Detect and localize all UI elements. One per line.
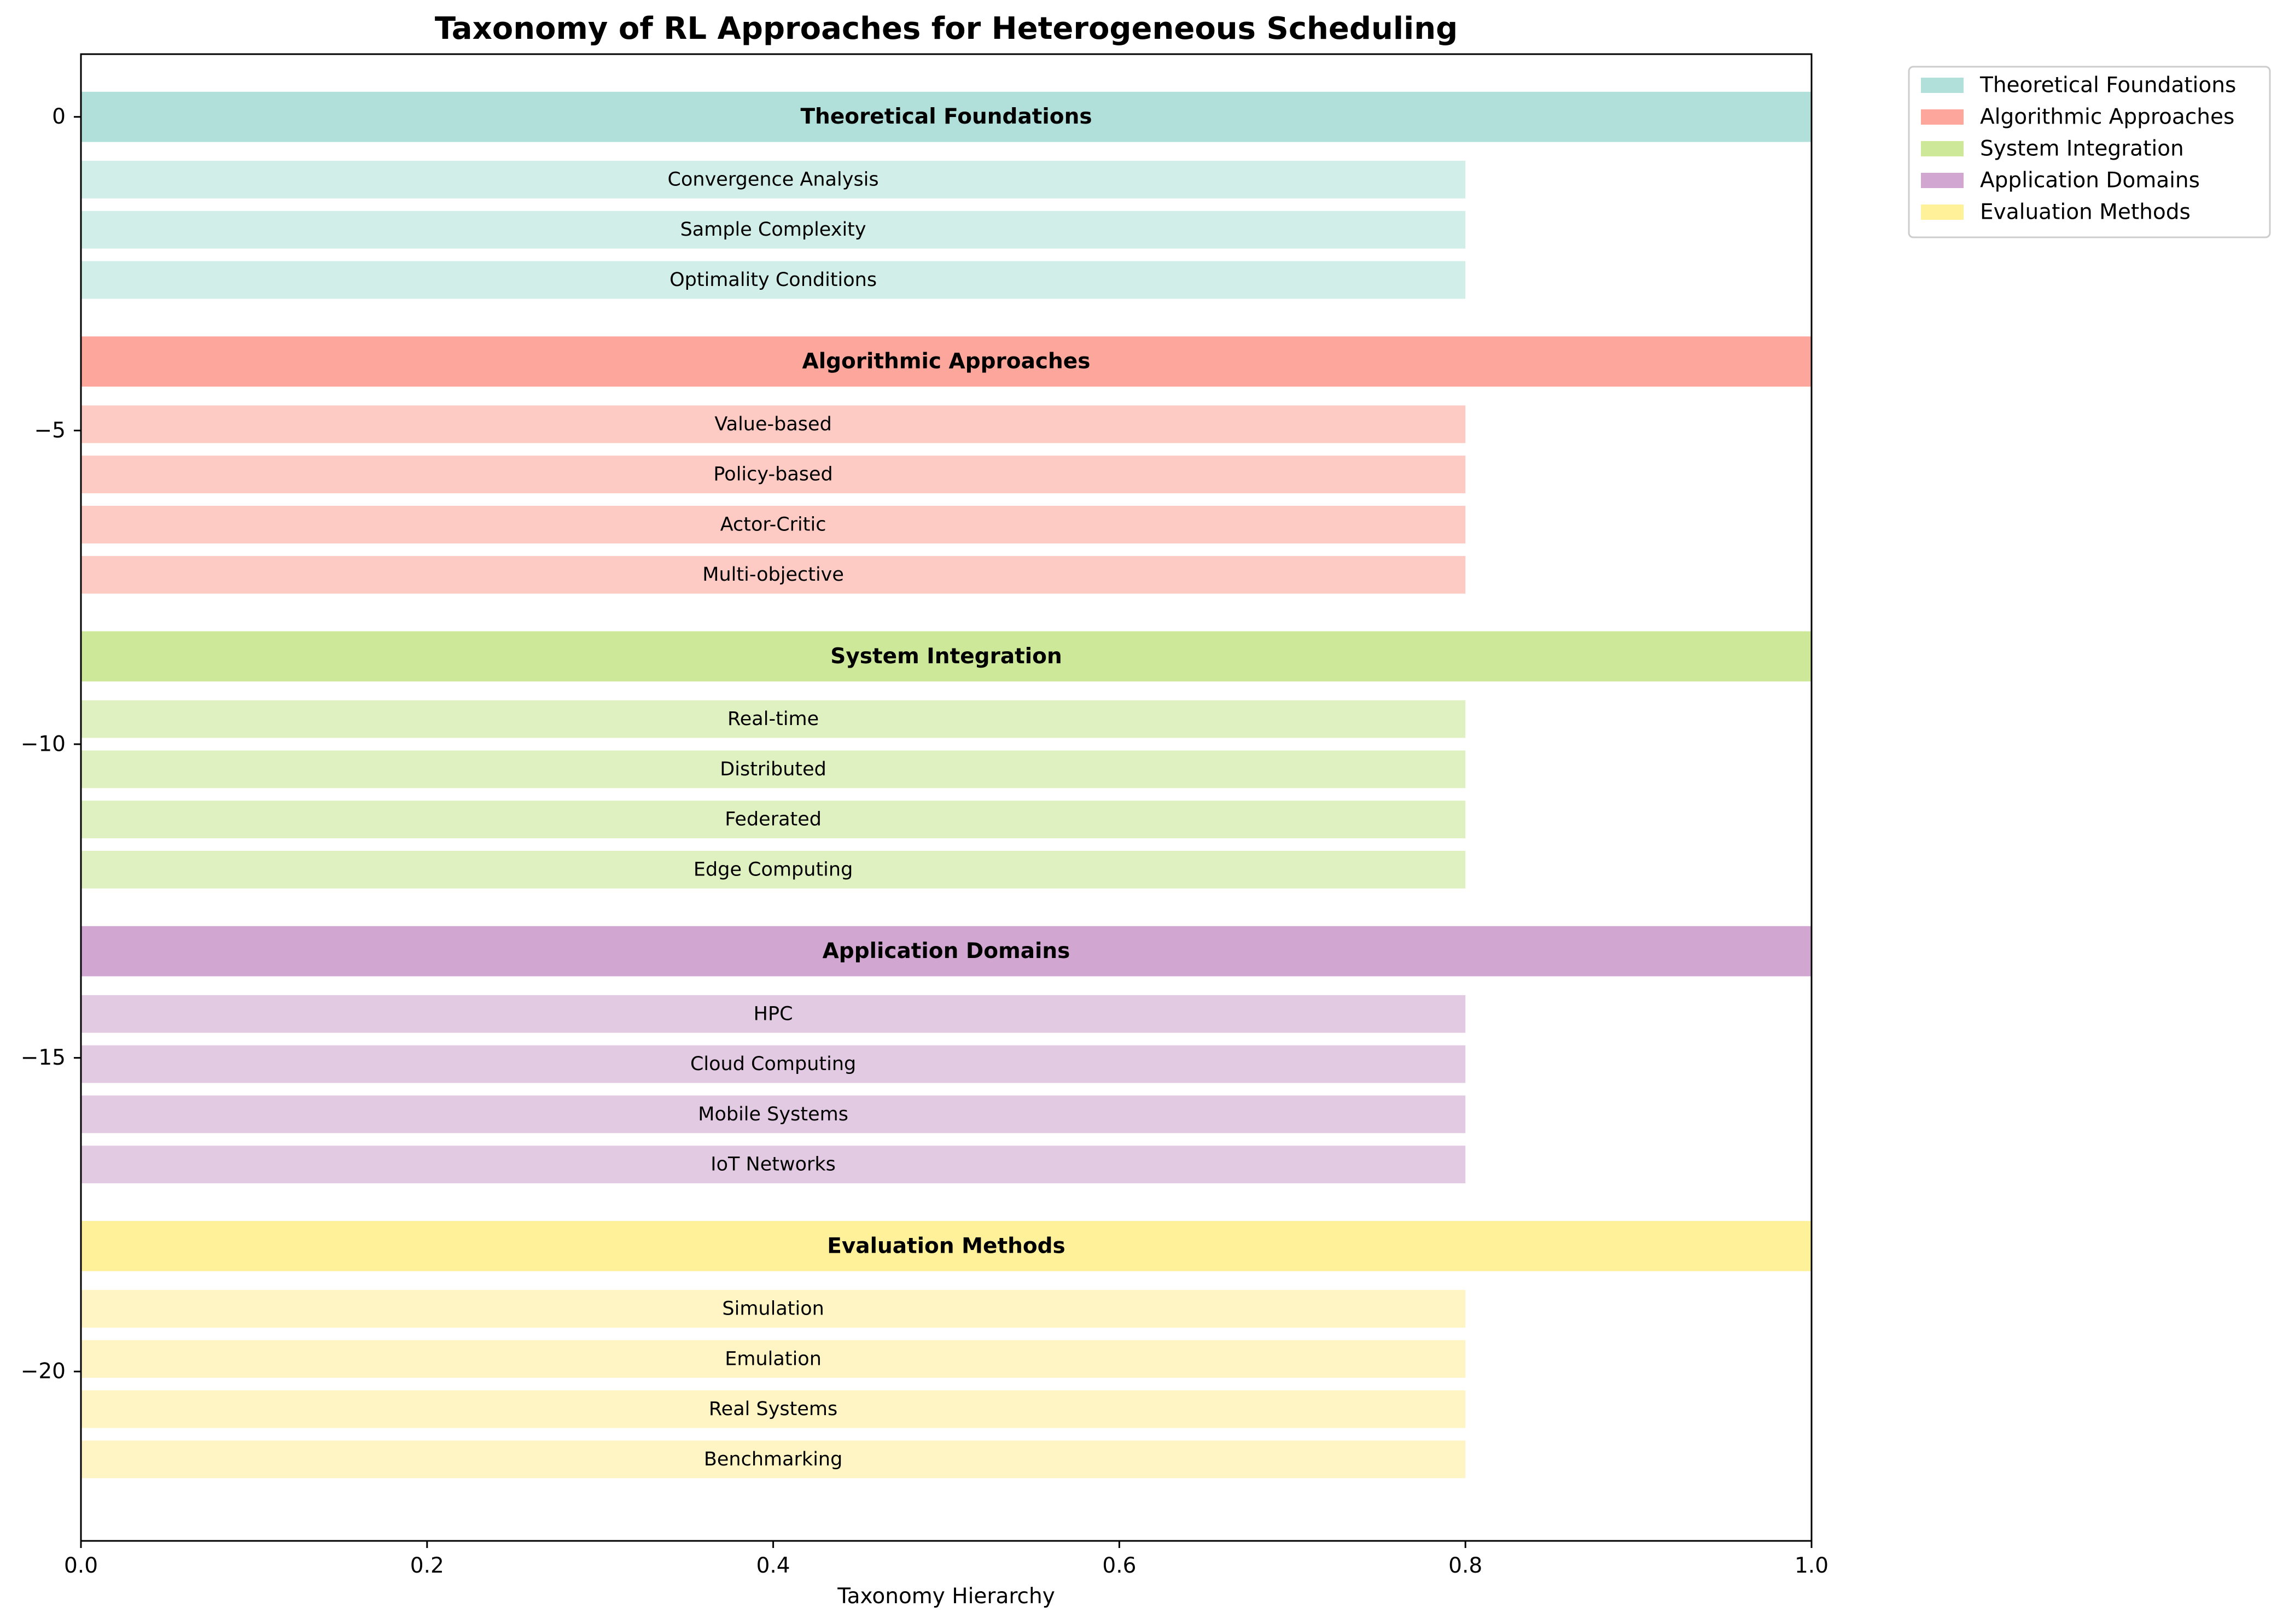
subcategory-label-emulation: Emulation [725,1348,822,1370]
subcategory-label-mobile-systems: Mobile Systems [698,1103,848,1125]
x-axis-label: Taxonomy Hierarchy [837,1584,1055,1609]
x-tick-label: 1.0 [1795,1553,1828,1578]
y-tick-label: 0 [52,104,66,129]
subcategory-bar-mobile-systems [81,1095,1466,1134]
subcategory-bar-benchmarking [81,1440,1466,1479]
legend-label-algorithmic-approaches: Algorithmic Approaches [1980,105,2234,130]
category-label-evaluation-methods: Evaluation Methods [827,1234,1065,1258]
subcategory-label-federated: Federated [725,809,822,831]
category-label-application-domains: Application Domains [823,939,1070,963]
x-axis: 0.0 0.2 0.4 0.6 0.8 1.0 [64,1541,1828,1578]
chart-title: Taxonomy of RL Approaches for Heterogene… [435,11,1458,46]
subcategory-bar-real-time [81,700,1466,738]
subcategory-label-simulation: Simulation [722,1298,824,1320]
subcategory-bar-policy-based [81,455,1466,494]
category-bar-application-domains [81,926,1812,977]
category-bar-theoretical-foundations [81,91,1812,142]
subcategory-bar-distributed [81,750,1466,788]
legend-frame [1908,66,2271,238]
subcategory-label-sample-complexity: Sample Complexity [680,219,866,241]
subcategory-label-actor-critic: Actor-Critic [720,513,826,535]
legend-swatch-application-domains [1921,173,1964,188]
subcategory-bar-hpc [81,995,1466,1033]
legend[interactable]: Theoretical Foundations Algorithmic Appro… [1908,66,2271,238]
category-label-algorithmic-approaches: Algorithmic Approaches [802,349,1091,374]
legend-label-evaluation-methods: Evaluation Methods [1980,200,2191,225]
legend-swatch-algorithmic-approaches [1921,109,1964,125]
legend-swatch-evaluation-methods [1921,205,1964,220]
subcategory-label-hpc: HPC [754,1003,793,1025]
subcategory-bar-cloud-computing [81,1045,1466,1083]
category-bar-algorithmic-approaches [81,336,1812,387]
bar-labels-layer: Theoretical Foundations Convergence Analy… [668,104,1092,1470]
subcategory-label-real-systems: Real Systems [709,1398,837,1420]
subcategory-label-value-based: Value-based [714,413,831,435]
category-bar-system-integration [81,631,1812,682]
subcategory-bar-federated [81,801,1466,839]
plot-area-frame [80,53,1813,1542]
subcategory-label-real-time: Real-time [727,708,819,730]
legend-swatch-system-integration [1921,141,1964,156]
subcategory-label-distributed: Distributed [720,758,826,780]
bars-layer [81,91,1812,1479]
subcategory-label-benchmarking: Benchmarking [704,1448,842,1470]
subcategory-label-edge-computing: Edge Computing [694,858,853,880]
y-tick-label: −10 [21,732,66,756]
legend-swatch-theoretical-foundations [1921,78,1964,93]
subcategory-bar-optimality-conditions [81,261,1466,299]
y-axis: 0 −5 −10 −15 −20 [21,104,81,1384]
category-bar-evaluation-methods [81,1220,1812,1271]
subcategory-bar-multi-objective [81,556,1466,594]
subcategory-label-iot-networks: IoT Networks [711,1154,836,1176]
x-tick-label: 0.2 [410,1553,444,1578]
category-label-theoretical-foundations: Theoretical Foundations [800,104,1092,129]
x-tick-label: 0.8 [1448,1553,1482,1578]
x-tick-label: 0.6 [1102,1553,1136,1578]
subcategory-bar-edge-computing [81,851,1466,889]
y-tick-label: −15 [21,1045,66,1070]
x-tick-label: 0.0 [64,1553,98,1578]
legend-label-system-integration: System Integration [1980,137,2184,161]
subcategory-bar-real-systems [81,1390,1466,1428]
y-tick-label: −5 [34,418,66,443]
legend-label-theoretical-foundations: Theoretical Foundations [1979,73,2236,98]
subcategory-label-multi-objective: Multi-objective [702,564,844,586]
subcategory-bar-actor-critic [81,506,1466,544]
subcategory-bar-iot-networks [81,1146,1466,1184]
y-tick-label: −20 [21,1359,66,1384]
legend-label-application-domains: Application Domains [1980,168,2200,193]
subcategory-label-convergence-analysis: Convergence Analysis [668,168,879,190]
x-tick-label: 0.4 [756,1553,790,1578]
subcategory-label-policy-based: Policy-based [713,464,832,486]
subcategory-bar-sample-complexity [81,211,1466,249]
subcategory-bar-value-based [81,405,1466,443]
category-label-system-integration: System Integration [830,644,1062,669]
subcategory-label-optimality-conditions: Optimality Conditions [669,269,877,291]
subcategory-label-cloud-computing: Cloud Computing [690,1053,856,1075]
subcategory-bar-emulation [81,1340,1466,1378]
subcategory-bar-simulation [81,1290,1466,1328]
subcategory-bar-convergence-analysis [81,161,1466,198]
